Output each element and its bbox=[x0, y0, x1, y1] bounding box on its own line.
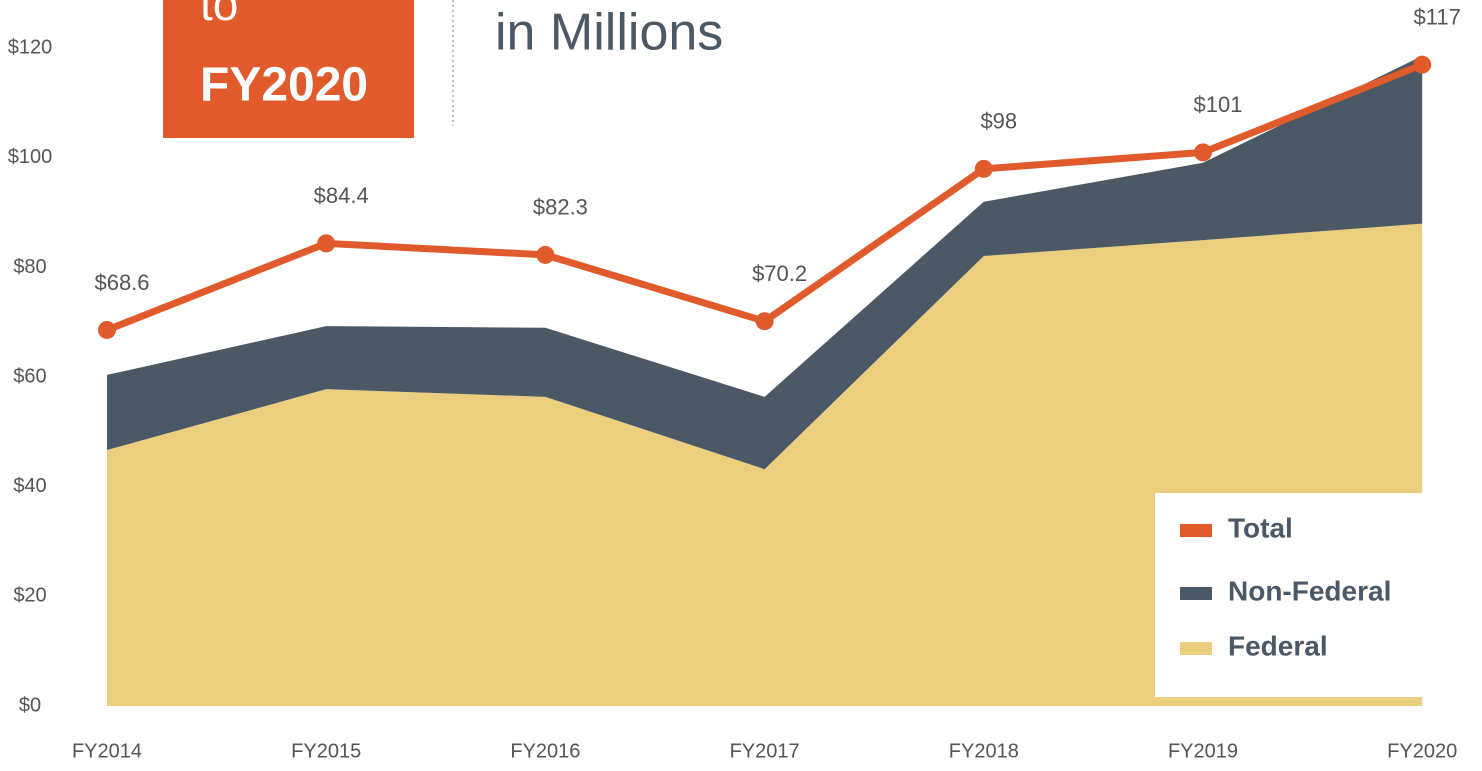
legend-swatch bbox=[1180, 642, 1212, 655]
total-point bbox=[536, 245, 555, 264]
x-tick-label: FY2014 bbox=[72, 740, 142, 762]
x-tick-label: FY2016 bbox=[510, 740, 580, 762]
y-tick-label: $100 bbox=[8, 146, 53, 168]
total-point bbox=[1194, 143, 1212, 162]
data-label: $82.3 bbox=[533, 195, 588, 220]
title-line: FY2020 bbox=[200, 59, 368, 112]
data-label: $84.4 bbox=[314, 183, 369, 208]
x-tick-label: FY2017 bbox=[730, 740, 800, 762]
x-tick-label: FY2019 bbox=[1168, 740, 1238, 762]
total-point bbox=[317, 234, 336, 253]
y-tick-label: $20 bbox=[13, 585, 46, 607]
y-tick-label: $120 bbox=[8, 37, 53, 59]
subtitle: in Millions bbox=[495, 4, 723, 62]
total-point bbox=[98, 320, 116, 339]
legend-label: Non-Federal bbox=[1228, 575, 1391, 606]
title-box bbox=[163, 0, 414, 138]
area bbox=[107, 55, 1423, 470]
y-tick-label: $0 bbox=[19, 694, 41, 716]
data-label: $70.2 bbox=[752, 261, 807, 286]
y-tick-label: $60 bbox=[13, 365, 46, 387]
data-label: $98 bbox=[980, 109, 1017, 134]
legend-swatch bbox=[1180, 587, 1212, 600]
y-tick-label: $40 bbox=[13, 475, 46, 497]
x-tick-label: FY2020 bbox=[1387, 740, 1457, 762]
y-tick-label: $80 bbox=[13, 256, 46, 278]
legend-swatch bbox=[1180, 524, 1212, 537]
title-line: to bbox=[200, 0, 238, 30]
total-point bbox=[974, 159, 993, 178]
data-label: $68.6 bbox=[94, 270, 149, 295]
area bbox=[107, 223, 1423, 706]
legend-label: Total bbox=[1228, 512, 1293, 543]
plot: $68.6 $84.4 $82.3 $70.2 $98 $101 $117 bbox=[94, 4, 1461, 706]
x-tick-label: FY2018 bbox=[949, 740, 1019, 762]
legend: Total Non-Federal Federal bbox=[1155, 493, 1425, 697]
data-label: $101 bbox=[1194, 92, 1243, 117]
total-point bbox=[1413, 55, 1432, 74]
total-point bbox=[755, 312, 774, 331]
legend-label: Federal bbox=[1228, 630, 1328, 661]
x-tick-label: FY2015 bbox=[291, 740, 361, 762]
data-label: $117 bbox=[1414, 4, 1461, 29]
